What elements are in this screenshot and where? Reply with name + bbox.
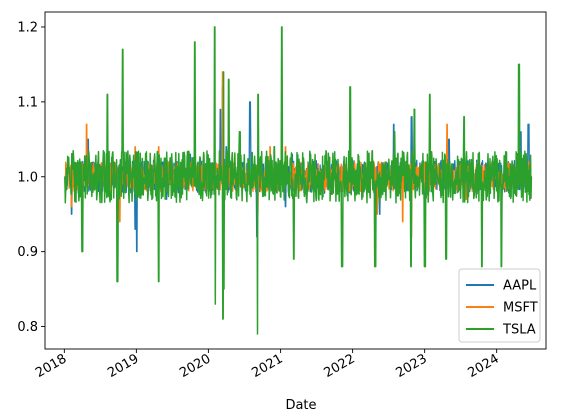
- series-layer: [64, 26, 533, 335]
- series-line-tsla: [64, 26, 533, 335]
- legend-frame: [458, 268, 541, 343]
- x-axis-title: Date: [285, 398, 316, 413]
- legend-label-aapl: AAPL: [503, 279, 537, 294]
- y-tick-label: 0.9: [17, 245, 38, 260]
- legend: AAPL MSFT TSLA: [458, 268, 541, 343]
- y-tick-label: 0.8: [17, 320, 38, 335]
- plot-frame: [44, 11, 547, 350]
- legend-label-msft: MSFT: [503, 301, 538, 316]
- y-tick-label: 1.2: [17, 20, 38, 35]
- y-tick-label: 1.1: [17, 95, 38, 110]
- legend-label-tsla: TSLA: [502, 323, 536, 338]
- y-axis: 0.8 0.9 1.0 1.1 1.2: [17, 20, 45, 335]
- y-tick-label: 1.0: [17, 170, 38, 185]
